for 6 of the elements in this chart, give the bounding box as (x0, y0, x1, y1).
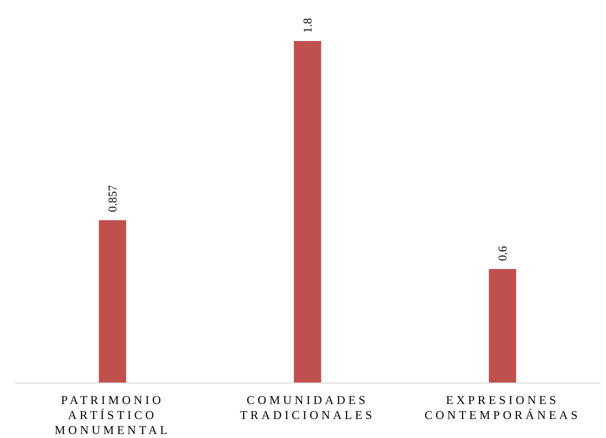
x-tick-label: COMUNIDADES TRADICIONALES (240, 393, 375, 422)
x-tick-label: EXPRESIONES CONTEMPORÁNEAS (424, 393, 581, 422)
x-tick-label: PATRIMONIO ARTÍSTICO MONUMENTAL (54, 393, 170, 437)
data-label: 1.8 (300, 18, 314, 33)
data-label: 0.857 (106, 185, 120, 212)
data-label: 0.6 (496, 246, 510, 261)
